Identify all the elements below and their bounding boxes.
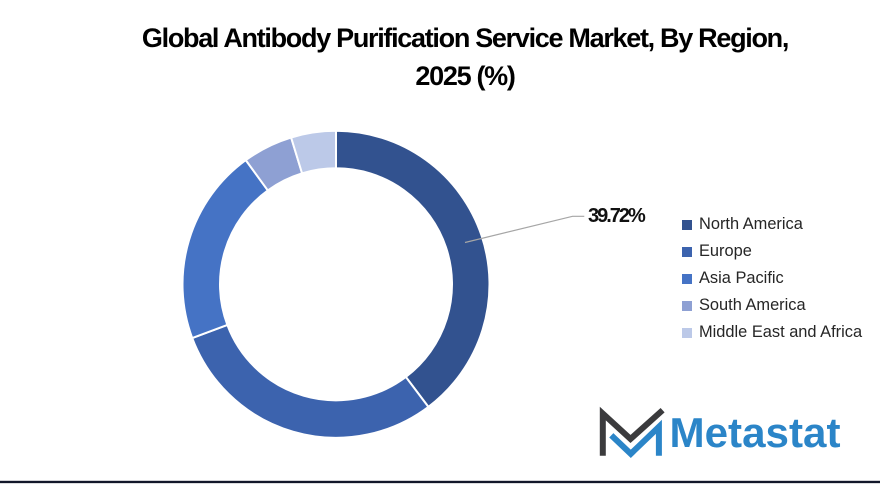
svg-text:Metastat: Metastat [670,409,841,456]
